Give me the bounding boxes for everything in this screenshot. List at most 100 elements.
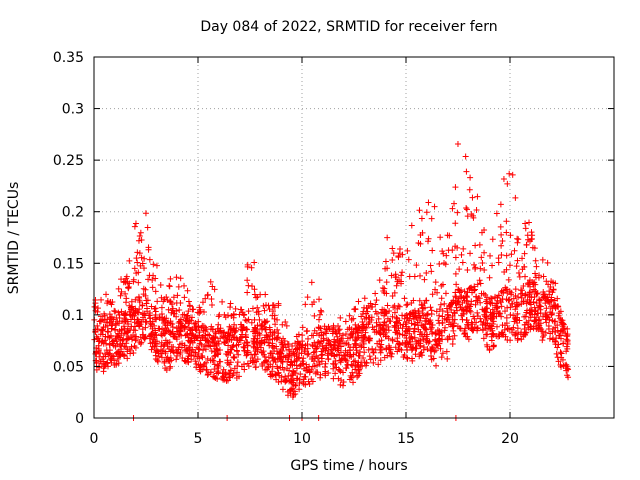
data-point: [126, 257, 133, 264]
data-point: [505, 297, 512, 304]
data-point: [234, 359, 241, 366]
data-point: [185, 298, 192, 305]
data-point: [425, 318, 432, 325]
data-point: [525, 281, 532, 288]
data-point: [135, 279, 142, 286]
data-point: [118, 288, 125, 295]
data-point: [148, 346, 155, 353]
data-point: [403, 346, 410, 353]
data-point: [517, 287, 524, 294]
data-point: [385, 323, 392, 330]
data-point: [408, 333, 415, 340]
data-point: [122, 279, 129, 286]
data-point: [387, 346, 394, 353]
data-point: [163, 356, 170, 363]
data-point: [200, 332, 207, 339]
data-point: [271, 348, 278, 355]
data-point: [253, 345, 260, 352]
data-point: [141, 335, 148, 342]
data-point: [177, 323, 184, 330]
data-point: [234, 348, 241, 355]
data-point: [389, 293, 396, 300]
data-point: [433, 331, 440, 338]
data-point: [460, 245, 467, 252]
data-point: [398, 272, 405, 279]
data-point: [477, 315, 484, 322]
data-point: [528, 301, 535, 308]
data-point: [519, 255, 526, 262]
data-point: [476, 277, 483, 284]
data-point: [195, 350, 202, 357]
data-point: [407, 310, 414, 317]
data-point: [500, 289, 507, 296]
data-point: [316, 311, 323, 318]
data-point: [469, 194, 476, 201]
data-point: [224, 357, 231, 364]
data-point: [179, 311, 186, 318]
data-point: [429, 322, 436, 329]
data-point: [152, 305, 159, 312]
data-point: [211, 366, 218, 373]
data-point: [439, 350, 446, 357]
data-point: [545, 323, 552, 330]
data-point: [95, 342, 102, 349]
data-point: [528, 236, 535, 243]
data-point: [119, 318, 126, 325]
data-point: [152, 275, 159, 282]
data-point: [351, 306, 358, 313]
data-point: [231, 334, 238, 341]
data-point: [557, 349, 564, 356]
data-point: [377, 357, 384, 364]
data-point: [535, 274, 542, 281]
data-point: [185, 308, 192, 315]
data-point: [215, 363, 222, 370]
data-point: [411, 273, 418, 280]
data-point: [172, 334, 179, 341]
data-point: [498, 313, 505, 320]
data-point: [346, 347, 353, 354]
data-point: [147, 315, 154, 322]
data-point: [221, 329, 228, 336]
data-point: [473, 206, 480, 213]
data-point: [452, 184, 459, 191]
data-point: [403, 302, 410, 309]
data-point: [232, 305, 239, 312]
data-point: [92, 328, 99, 335]
data-point: [152, 343, 159, 350]
data-point: [236, 311, 243, 318]
data-point: [104, 322, 111, 329]
data-point: [269, 312, 276, 319]
data-point: [209, 357, 216, 364]
data-point: [549, 279, 556, 286]
data-point: [536, 322, 543, 329]
data-point: [200, 347, 207, 354]
data-point: [445, 321, 452, 328]
data-point: [95, 347, 102, 354]
data-point: [311, 362, 318, 369]
data-point: [191, 335, 198, 342]
data-point: [388, 353, 395, 360]
data-point: [225, 342, 232, 349]
x-tick-label: 10: [293, 431, 311, 447]
data-point: [515, 294, 522, 301]
data-point: [547, 309, 554, 316]
data-point: [184, 287, 191, 294]
data-point: [373, 329, 380, 336]
data-point: [464, 213, 471, 220]
data-point: [347, 334, 354, 341]
data-point: [104, 333, 111, 340]
data-point: [505, 325, 512, 332]
data-point: [143, 297, 150, 304]
data-point: [542, 329, 549, 336]
data-point: [214, 325, 221, 332]
data-point: [395, 325, 402, 332]
data-point: [304, 327, 311, 334]
data-point: [108, 313, 115, 320]
data-point: [146, 272, 153, 279]
data-point: [287, 386, 294, 393]
data-point: [186, 318, 193, 325]
data-point: [406, 326, 413, 333]
data-point: [184, 355, 191, 362]
data-point: [112, 343, 119, 350]
data-point: [154, 338, 161, 345]
